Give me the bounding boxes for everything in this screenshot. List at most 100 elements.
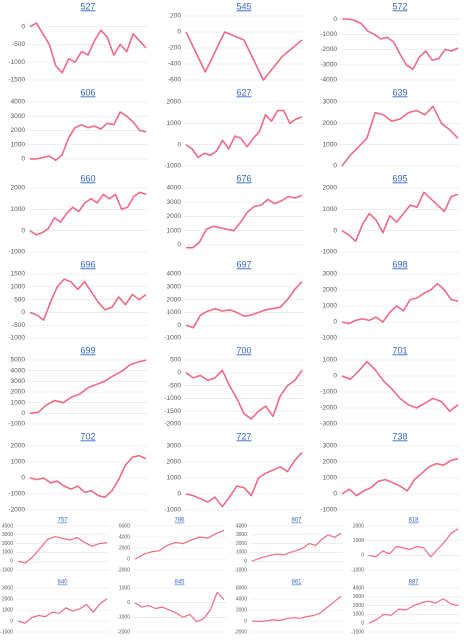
series-line [29, 278, 147, 321]
y-tick-label: -1000 [0, 629, 13, 635]
y-tick-label: 4000 [2, 523, 13, 529]
chart-title[interactable]: 676 [236, 173, 251, 183]
chart-title[interactable]: 818 [408, 518, 419, 524]
series-line [134, 591, 225, 623]
y-tick-label: 3000 [167, 284, 182, 291]
y-tick-label: -1000 [320, 249, 337, 256]
y-tick-label: 2000 [167, 99, 182, 106]
y-tick-label: 2000 [11, 185, 26, 192]
y-tick-label: -1000 [164, 507, 181, 514]
chart-title[interactable]: 660 [80, 173, 95, 183]
y-tick-label: 6000 [119, 523, 130, 529]
y-tick-label: 1000 [353, 538, 364, 544]
chart-title[interactable]: 702 [80, 431, 95, 441]
y-tick-label: -2000 [320, 405, 337, 412]
y-tick-label: 1000 [2, 607, 13, 613]
y-tick-label: -2000 [164, 421, 181, 428]
y-tick-label: -1000 [234, 567, 247, 573]
y-tick-label: 0 [10, 618, 13, 624]
y-tick-label: 0 [333, 491, 337, 498]
chart-title[interactable]: 627 [236, 87, 251, 97]
chart-title[interactable]: 697 [236, 259, 251, 269]
y-tick-label: 2000 [167, 213, 182, 220]
y-tick-label: 500 [14, 296, 25, 303]
y-tick-label: -1000 [117, 615, 130, 621]
y-tick-label: 1000 [11, 141, 26, 148]
chart-title[interactable]: 700 [236, 345, 251, 355]
y-tick-label: -1500 [164, 408, 181, 415]
y-tick-label: 2000 [323, 459, 338, 466]
y-tick-label: 1000 [167, 309, 182, 316]
y-tick-label: -3000 [320, 421, 337, 428]
y-tick-label: 2000 [11, 389, 26, 396]
y-tick-label: 0 [21, 227, 25, 234]
chart-title[interactable]: 606 [80, 87, 95, 97]
y-tick-label: 4000 [167, 185, 182, 192]
chart-title[interactable]: 757 [57, 518, 68, 524]
series-line [251, 595, 342, 623]
y-tick-label: 2000 [167, 459, 182, 466]
chart-title[interactable]: 738 [392, 431, 407, 441]
chart-title[interactable]: 840 [57, 580, 68, 586]
y-tick-label: 4000 [11, 99, 26, 106]
chart-title[interactable]: 701 [392, 345, 407, 355]
y-tick-label: 2000 [323, 185, 338, 192]
series-line [185, 281, 303, 329]
chart-title[interactable]: 887 [408, 580, 419, 586]
y-tick-label: -1000 [8, 249, 25, 256]
chart-title[interactable]: 698 [392, 259, 407, 269]
y-tick-label: 0 [177, 322, 181, 329]
y-tick-label: 2000 [2, 541, 13, 547]
y-tick-label: -1000 [8, 491, 25, 498]
chart-title[interactable]: 699 [80, 345, 95, 355]
y-tick-label: 1000 [119, 585, 130, 591]
y-tick-label: 2000 [2, 596, 13, 602]
y-tick-label: 0 [21, 410, 25, 417]
chart-title[interactable]: 572 [392, 1, 407, 11]
series-line [368, 598, 459, 624]
y-tick-label: 0 [177, 242, 181, 249]
y-tick-label: -1500 [8, 77, 25, 84]
series-line [30, 111, 147, 162]
y-tick-label: -2000 [117, 567, 130, 573]
series-line [17, 536, 108, 564]
chart-title[interactable]: 545 [236, 1, 251, 11]
chart-title[interactable]: 527 [80, 1, 95, 11]
chart-title[interactable]: 845 [174, 580, 185, 586]
y-tick-label: 3000 [323, 99, 338, 106]
y-tick-label: 0 [21, 475, 25, 482]
series-line [341, 105, 459, 167]
y-tick-label: 1000 [11, 206, 26, 213]
chart-title[interactable]: 807 [291, 518, 302, 524]
y-tick-label: 0 [177, 370, 181, 377]
y-tick-label: -1000 [320, 335, 337, 342]
y-tick-label: -500 [12, 41, 25, 48]
chart-title[interactable]: 696 [80, 259, 95, 269]
y-tick-label: 3000 [323, 443, 338, 450]
series-line [185, 31, 303, 81]
chart-title[interactable]: 786 [174, 518, 185, 524]
series-line [368, 528, 459, 558]
y-tick-label: 4000 [353, 585, 364, 591]
y-tick-label: -1000 [8, 335, 25, 342]
y-tick-label: 3000 [236, 532, 247, 538]
series-line [341, 191, 459, 243]
y-tick-label: 1000 [167, 475, 182, 482]
y-tick-label: 6000 [236, 585, 247, 591]
chart-title[interactable]: 639 [392, 87, 407, 97]
y-tick-label: 4000 [119, 534, 130, 540]
series-line [29, 191, 147, 236]
series-line [186, 194, 303, 249]
y-tick-label: 0 [21, 23, 25, 30]
chart-title[interactable]: 727 [236, 431, 251, 441]
y-tick-label: 1000 [11, 459, 26, 466]
y-tick-label: -2000 [234, 629, 247, 635]
y-tick-label: 3000 [167, 443, 182, 450]
y-tick-label: -2000 [8, 507, 25, 514]
y-tick-label: 2000 [236, 541, 247, 547]
y-tick-label: 1000 [167, 227, 182, 234]
y-tick-label: 2000 [353, 523, 364, 529]
series-line [341, 360, 459, 412]
chart-title[interactable]: 861 [291, 580, 302, 586]
chart-title[interactable]: 695 [392, 173, 407, 183]
